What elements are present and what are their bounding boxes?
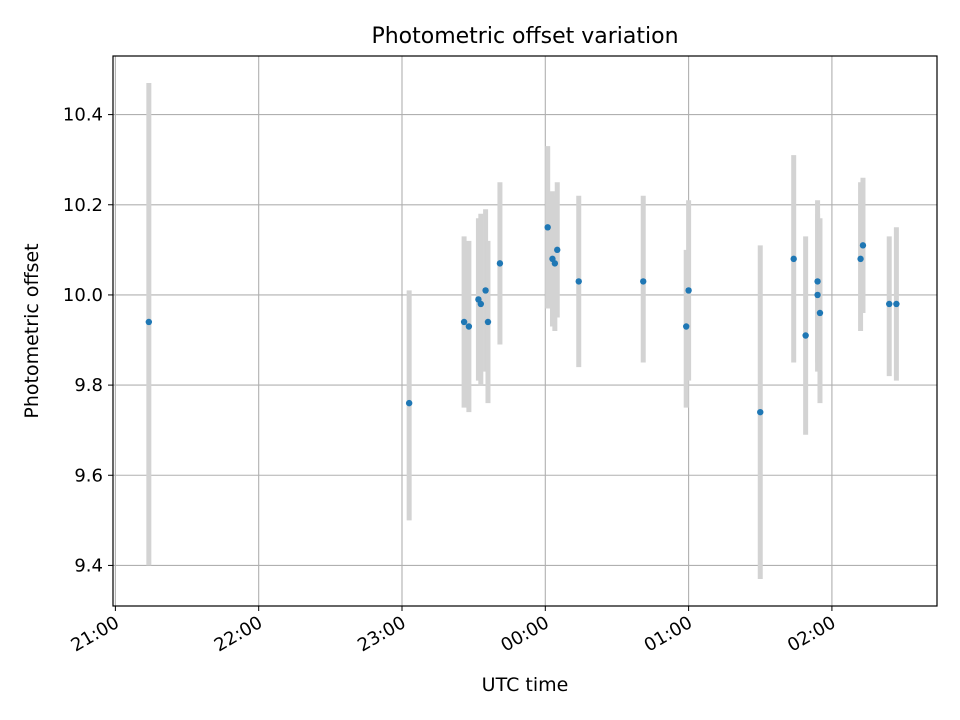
data-point	[685, 287, 692, 294]
y-tick-label: 10.0	[63, 285, 103, 306]
y-tick-label: 9.4	[74, 555, 103, 576]
data-point	[482, 287, 489, 294]
data-point	[477, 300, 485, 308]
data-point	[816, 309, 824, 317]
data-point	[551, 260, 559, 267]
data-point	[857, 255, 864, 263]
y-tick-label: 9.8	[74, 375, 103, 396]
plot-frame	[112, 55, 938, 607]
data-point	[465, 323, 473, 330]
data-point	[496, 260, 504, 267]
data-point	[814, 291, 821, 299]
data-points	[145, 224, 900, 416]
chart-title: Photometric offset variation	[371, 24, 678, 49]
data-point	[484, 318, 492, 326]
data-point	[683, 323, 690, 330]
data-point	[790, 255, 797, 263]
y-tick-label: 10.4	[63, 105, 103, 126]
data-point	[802, 332, 809, 339]
data-point	[640, 278, 647, 285]
y-axis-ticks: 9.4 9.6 9.8 10.0 10.2 10.4	[63, 105, 113, 576]
data-point	[460, 318, 468, 326]
data-point	[405, 399, 413, 407]
y-tick-label: 9.6	[74, 465, 103, 486]
data-point	[554, 246, 561, 254]
data-point	[886, 300, 893, 308]
data-point	[893, 300, 900, 308]
y-axis-label: Photometric offset	[21, 243, 43, 418]
data-point	[757, 408, 764, 416]
grid	[113, 56, 937, 606]
data-point	[145, 318, 153, 326]
data-point	[859, 242, 867, 249]
y-tick-label: 10.2	[63, 195, 103, 216]
data-point	[544, 224, 551, 231]
x-axis-label: UTC time	[482, 674, 569, 696]
data-point	[814, 278, 821, 285]
data-point	[575, 278, 582, 285]
